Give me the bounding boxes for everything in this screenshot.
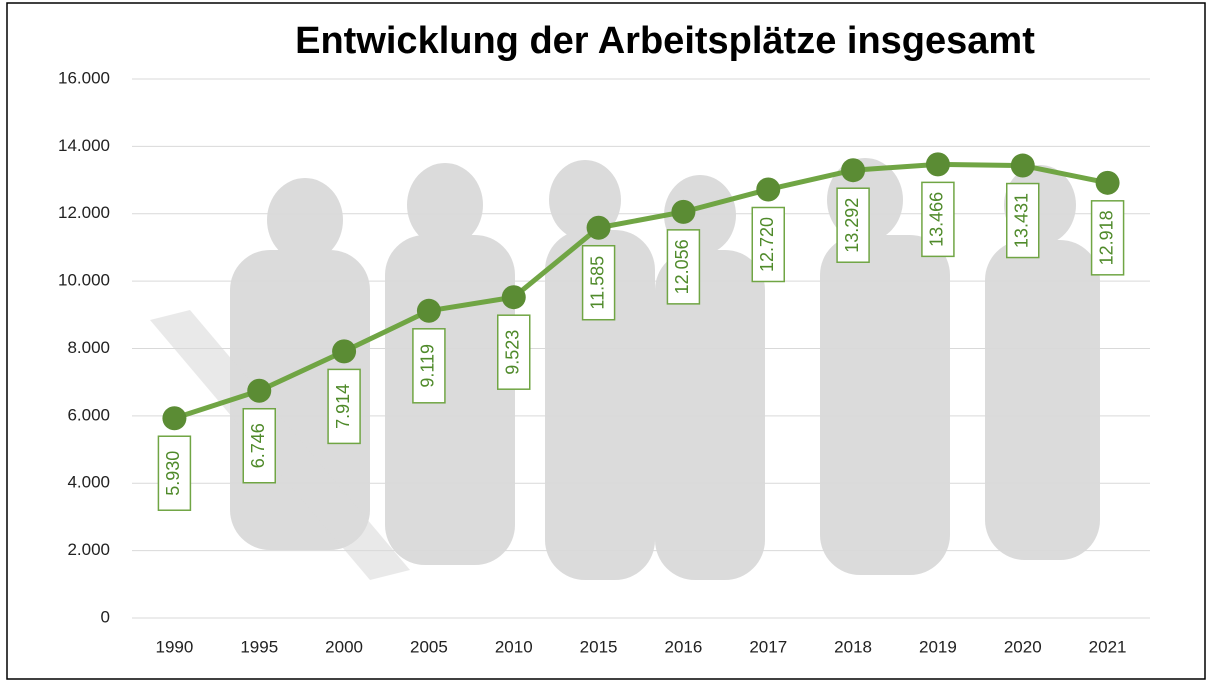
- value-label: 12.918: [1096, 210, 1116, 265]
- marker: [587, 216, 611, 240]
- chart: Entwicklung der Arbeitsplätze insgesamt …: [0, 0, 1212, 683]
- y-tick-label: 16.000: [58, 68, 110, 87]
- x-tick-label: 1995: [240, 637, 278, 656]
- y-tick-label: 8.000: [67, 338, 110, 357]
- x-tick-label: 2018: [834, 637, 872, 656]
- value-label: 12.720: [757, 217, 777, 272]
- y-tick-label: 12.000: [58, 203, 110, 222]
- value-label: 12.056: [672, 239, 692, 294]
- y-tick-label: 14.000: [58, 136, 110, 155]
- value-label: 13.466: [927, 192, 947, 247]
- value-label: 9.523: [503, 330, 523, 375]
- marker: [841, 158, 865, 182]
- marker: [162, 406, 186, 430]
- x-tick-label: 1990: [156, 637, 194, 656]
- y-tick-label: 0: [101, 607, 110, 626]
- marker: [332, 339, 356, 363]
- marker: [502, 285, 526, 309]
- y-tick-label: 6.000: [67, 405, 110, 424]
- value-label: 7.914: [333, 384, 353, 429]
- x-tick-label: 2020: [1004, 637, 1042, 656]
- marker: [1011, 154, 1035, 178]
- value-label: 13.431: [1012, 193, 1032, 248]
- x-tick-label: 2015: [580, 637, 618, 656]
- value-label: 9.119: [418, 344, 438, 388]
- marker: [926, 152, 950, 176]
- y-tick-label: 2.000: [67, 540, 110, 559]
- marker: [1096, 171, 1120, 195]
- marker: [247, 379, 271, 403]
- value-label: 5.930: [163, 451, 183, 496]
- x-tick-label: 2021: [1089, 637, 1127, 656]
- marker: [671, 200, 695, 224]
- chart-title: Entwicklung der Arbeitsplätze insgesamt: [295, 20, 1035, 62]
- marker: [756, 177, 780, 201]
- value-label: 6.746: [248, 423, 268, 468]
- y-tick-label: 4.000: [67, 473, 110, 492]
- value-label: 11.585: [587, 256, 607, 310]
- x-tick-label: 2005: [410, 637, 448, 656]
- x-tick-label: 2016: [665, 637, 703, 656]
- x-tick-label: 2017: [749, 637, 787, 656]
- value-label: 13.292: [842, 198, 862, 253]
- y-tick-label: 10.000: [58, 271, 110, 290]
- marker: [417, 299, 441, 323]
- x-tick-label: 2000: [325, 637, 363, 656]
- x-tick-label: 2010: [495, 637, 533, 656]
- x-tick-label: 2019: [919, 637, 957, 656]
